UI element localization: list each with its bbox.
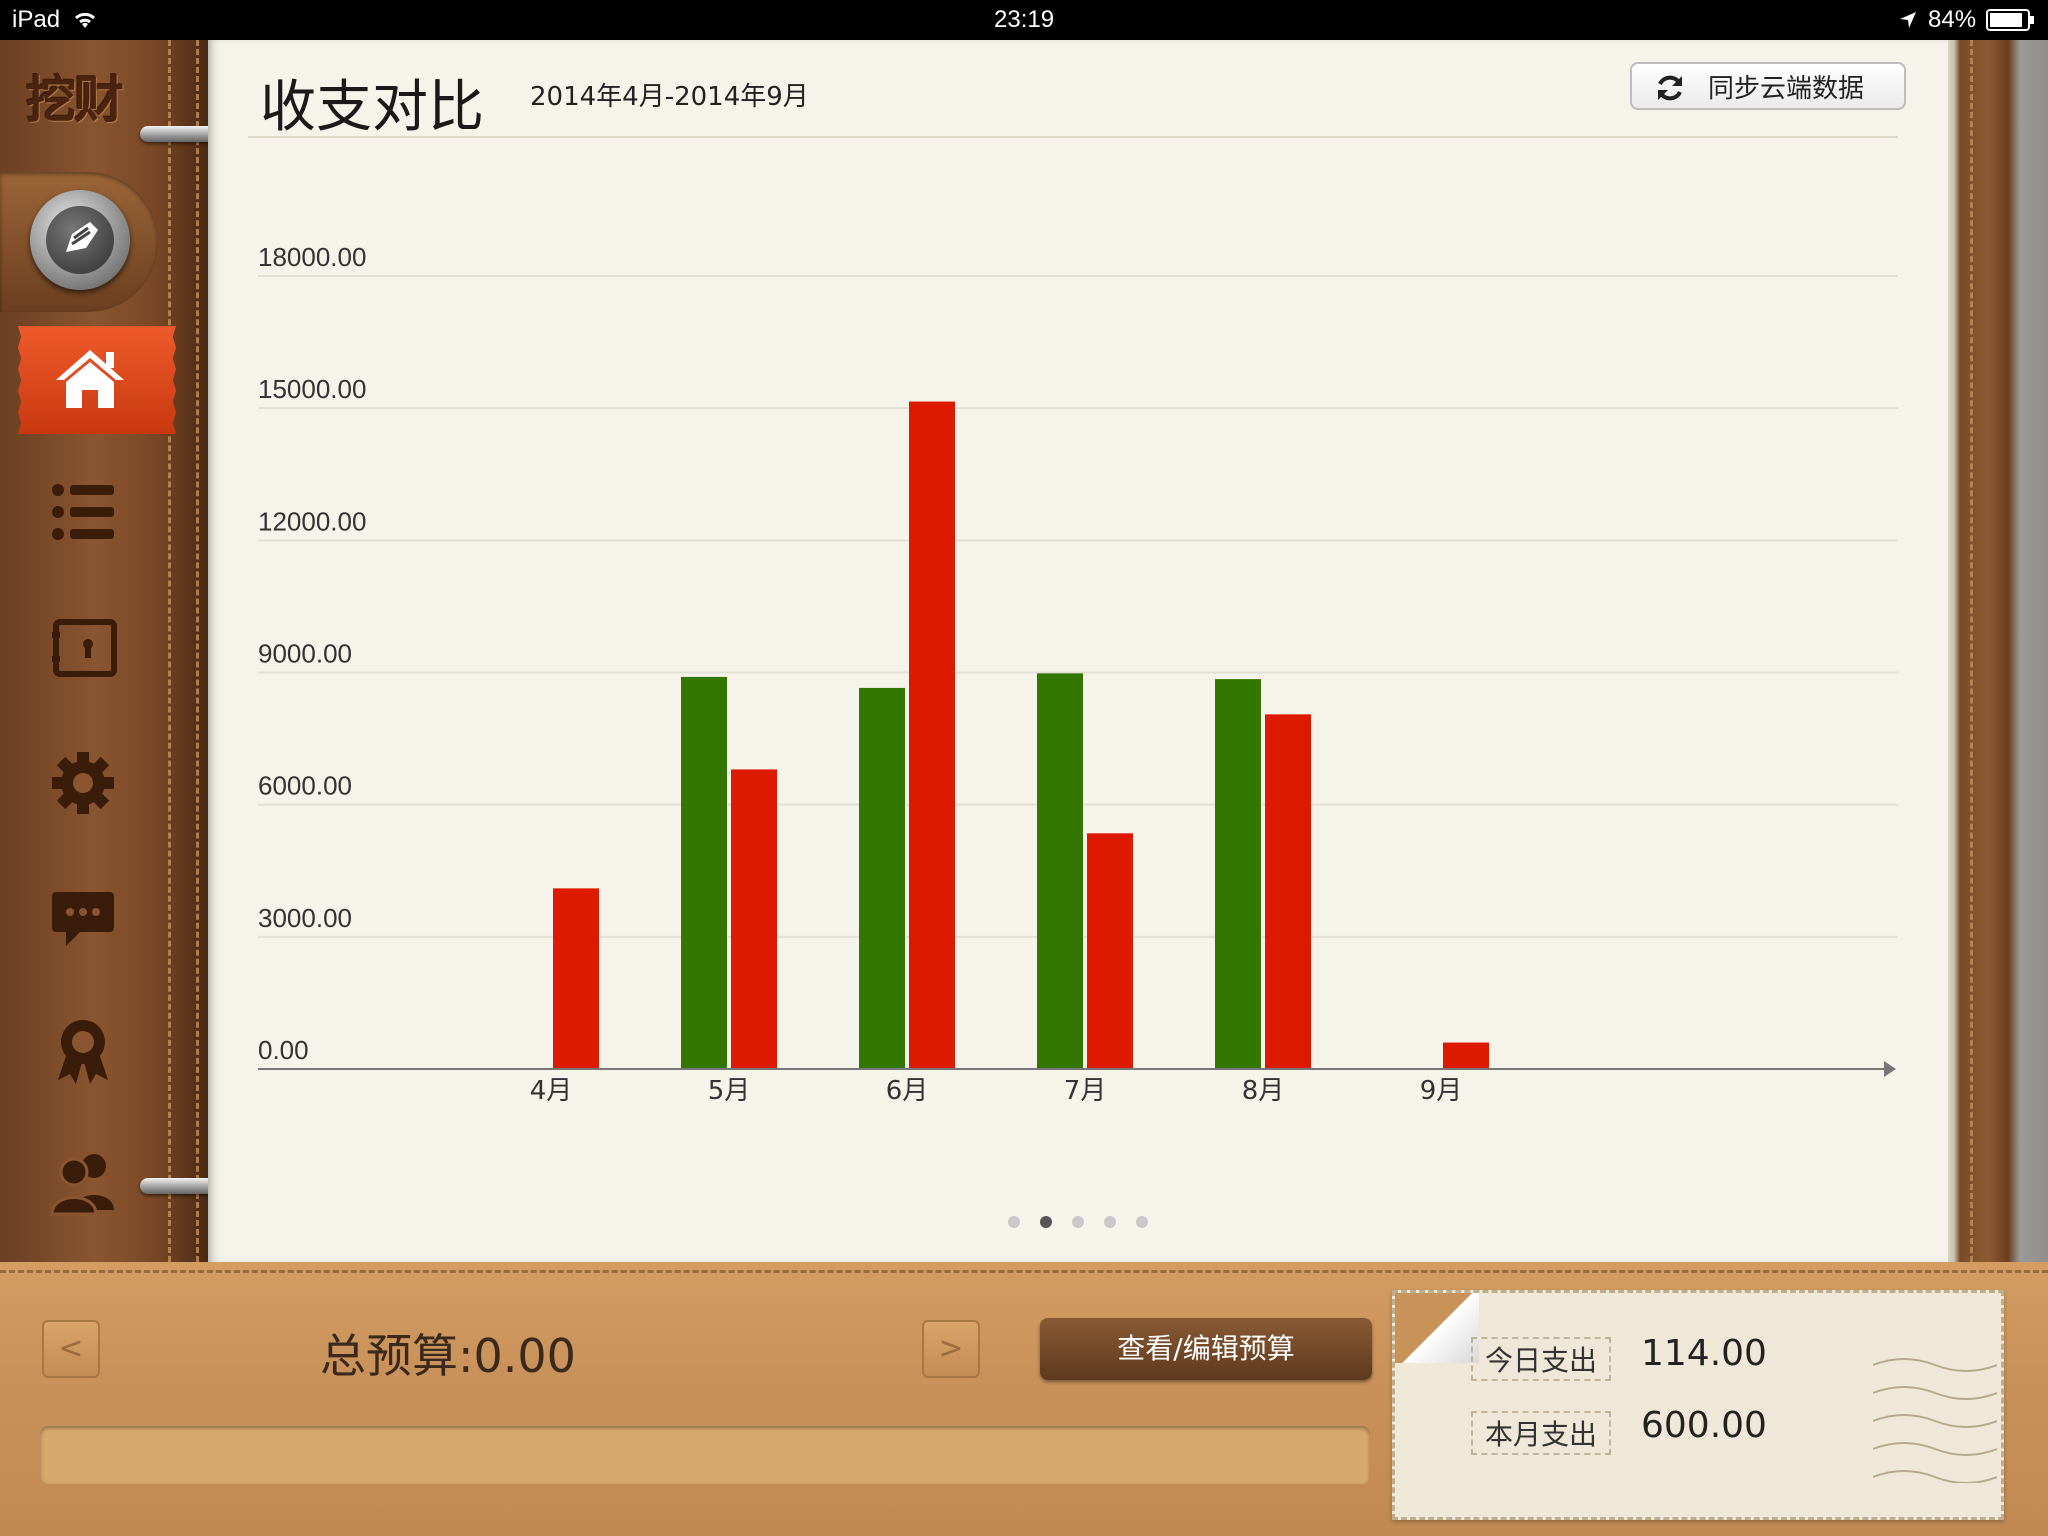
sidebar-item-rewards[interactable] [40, 1006, 136, 1102]
budget-total: 总预算:0.00 [320, 1329, 576, 1383]
date-range: 2014年4月-2014年9月 [530, 82, 809, 112]
y-tick-label: 0.00 [258, 1035, 309, 1065]
sync-cloud-button[interactable]: 同步云端数据 [1630, 62, 1906, 110]
page-edge [1948, 40, 2048, 1262]
gear-icon [52, 752, 114, 814]
wifi-icon [74, 12, 96, 28]
sidebar-item-accounts[interactable] [40, 606, 136, 702]
income-expense-chart: 0.00 3000.00 6000.00 9000.00 12000.00 15000.0… [258, 242, 1898, 1106]
budget-progress-bar [40, 1426, 1370, 1484]
postmark-waves [1873, 1358, 1997, 1483]
page-dot[interactable] [1072, 1216, 1084, 1228]
x-tick-label: 7月 [1064, 1076, 1107, 1106]
y-tick-label: 3000.00 [258, 903, 352, 933]
x-tick-label: 6月 [886, 1076, 929, 1106]
refresh-icon [1658, 75, 1682, 101]
income-bar[interactable] [681, 676, 727, 1069]
sidebar-item-settings[interactable] [40, 740, 136, 836]
budget-next-button[interactable]: > [922, 1320, 980, 1378]
page-dot[interactable] [1040, 1216, 1052, 1228]
expense-bar[interactable] [731, 769, 777, 1069]
x-tick-label: 8月 [1242, 1076, 1285, 1106]
header-divider [248, 136, 1898, 138]
status-bar: iPad 23:19 84% [0, 0, 2048, 40]
income-bar[interactable] [859, 687, 905, 1069]
expense-bar[interactable] [553, 888, 599, 1069]
sidebar-item-list[interactable] [40, 470, 136, 566]
x-tick-label: 9月 [1420, 1076, 1463, 1106]
x-axis-arrow [1884, 1061, 1896, 1077]
stamp-curl [1395, 1293, 1479, 1363]
chat-bubble-icon [52, 892, 114, 946]
y-tick-label: 18000.00 [258, 242, 366, 272]
device-name: iPad [12, 6, 61, 33]
y-tick-label: 9000.00 [258, 639, 352, 669]
report-page: 收支对比 2014年4月-2014年9月 同步云端数据 0.00 3000.00 6… [208, 40, 1948, 1262]
today-spend-value: 114.00 [1641, 1333, 1767, 1374]
page-dot[interactable] [1104, 1216, 1116, 1228]
income-bar[interactable] [1037, 673, 1083, 1069]
expense-bar[interactable] [1265, 714, 1311, 1069]
budget-panel: < 总预算:0.00 > 查看/编辑预算 今日支出 114.00 本月支出 60… [0, 1262, 2048, 1536]
expense-bar[interactable] [1443, 1042, 1489, 1069]
x-tick-label: 5月 [708, 1076, 751, 1106]
edit-budget-button[interactable]: 查看/编辑预算 [1040, 1318, 1372, 1380]
sidebar: 挖财 [0, 40, 250, 1262]
y-tick-label: 15000.00 [258, 374, 366, 404]
brand-logo: 挖财 [26, 70, 124, 129]
expense-bar[interactable] [909, 401, 955, 1069]
expense-bar[interactable] [1087, 833, 1133, 1069]
today-spend-label: 今日支出 [1471, 1337, 1611, 1381]
battery-icon [1986, 9, 2034, 31]
budget-prev-button[interactable]: < [42, 1320, 100, 1378]
users-icon [50, 1154, 114, 1216]
battery-percent: 84% [1928, 6, 1977, 33]
sidebar-item-home[interactable] [18, 326, 176, 434]
page-title: 收支对比 [260, 75, 484, 140]
y-tick-label: 12000.00 [258, 506, 366, 536]
clock: 23:19 [994, 6, 1055, 33]
income-bar[interactable] [1215, 679, 1261, 1069]
page-dot[interactable] [1136, 1216, 1148, 1228]
account-book-icon [52, 619, 117, 677]
edit-badge-icon[interactable] [30, 190, 130, 290]
x-tick-label: 4月 [530, 1076, 573, 1106]
app-badge-holder [0, 172, 158, 312]
spending-stamp: 今日支出 114.00 本月支出 600.00 [1392, 1290, 2004, 1520]
sidebar-item-users[interactable] [40, 1140, 136, 1236]
month-spend-label: 本月支出 [1471, 1411, 1611, 1455]
month-spend-value: 600.00 [1641, 1405, 1767, 1446]
list-icon [52, 484, 114, 540]
location-arrow-icon [1900, 12, 1916, 28]
y-tick-label: 6000.00 [258, 771, 352, 801]
sidebar-item-messages[interactable] [40, 874, 136, 970]
home-icon [56, 350, 124, 408]
award-ribbon-icon [58, 1020, 108, 1084]
page-indicator[interactable] [1008, 1216, 1148, 1228]
sync-cloud-label: 同步云端数据 [1708, 73, 1865, 104]
page-dot[interactable] [1008, 1216, 1020, 1228]
